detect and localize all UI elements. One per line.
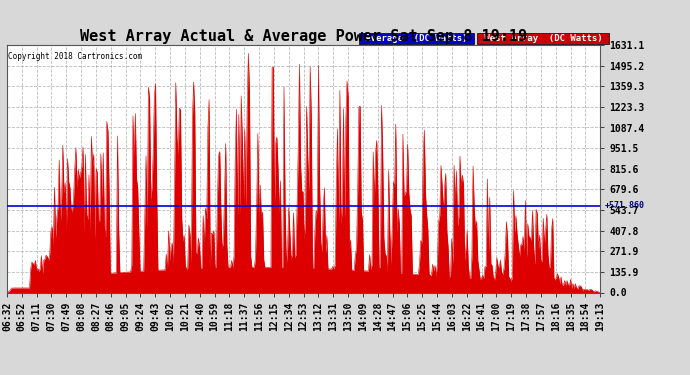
Text: Copyright 2018 Cartronics.com: Copyright 2018 Cartronics.com bbox=[8, 53, 142, 62]
Text: +571.860: +571.860 bbox=[604, 201, 644, 210]
Text: Average  (DC Watts): Average (DC Watts) bbox=[360, 34, 473, 43]
Title: West Array Actual & Average Power Sat Sep 8 19:19: West Array Actual & Average Power Sat Se… bbox=[80, 29, 527, 44]
Text: West Array  (DC Watts): West Array (DC Watts) bbox=[479, 34, 608, 43]
